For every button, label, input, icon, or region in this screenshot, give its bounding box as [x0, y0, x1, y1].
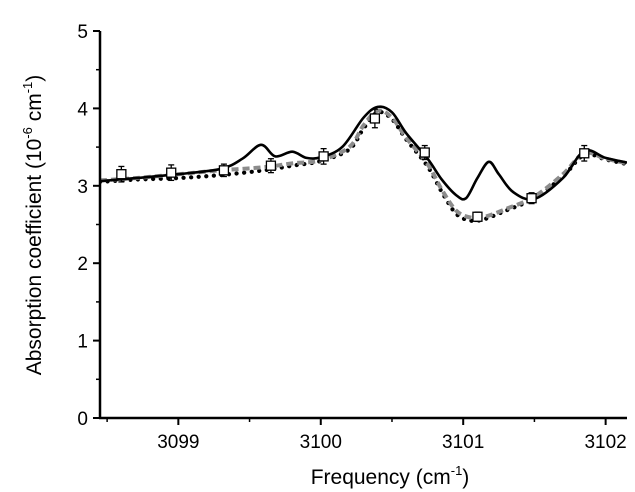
x-axis-title-sup: -1 [451, 463, 463, 478]
series-line-dashed [100, 108, 627, 221]
x-axis-title-main: Frequency (cm [311, 466, 451, 489]
x-tick-label: 3102 [584, 432, 626, 453]
x-axis-ticks: 3099 3100 3101 3102 [106, 418, 627, 453]
y-axis-title-main: Absorption coefficient (10 [23, 139, 46, 376]
data-marker [116, 169, 127, 180]
marker-group [116, 108, 590, 223]
y-tick-label: 2 [77, 254, 88, 275]
series-line-solid [100, 105, 627, 201]
data-marker [265, 160, 277, 171]
series-group [100, 105, 627, 224]
data-marker [579, 148, 590, 159]
data-marker [318, 151, 329, 162]
y-tick-label: 0 [77, 409, 88, 430]
data-marker [369, 113, 381, 124]
x-axis-title: Frequency (cm-1) [311, 463, 470, 489]
y-axis-title-mid: cm [23, 93, 46, 127]
y-axis-title-close: ) [23, 75, 46, 82]
y-tick-label: 5 [77, 22, 88, 43]
y-axis-title-sup2: -1 [20, 82, 35, 94]
data-marker [526, 193, 537, 204]
y-axis-title-sup1: -6 [20, 127, 35, 139]
x-axis-title-close: ) [462, 466, 469, 489]
data-marker [166, 167, 177, 178]
x-tick-label: 3100 [300, 432, 342, 453]
data-marker [419, 147, 430, 158]
x-tick-label: 3101 [442, 432, 484, 453]
y-tick-label: 3 [77, 177, 88, 198]
y-tick-label: 1 [77, 332, 88, 353]
x-tick-label: 3099 [157, 432, 199, 453]
y-axis-ticks: 0 1 2 3 4 5 [77, 22, 100, 430]
y-axis-title: Absorption coefficient (10-6 cm-1) [20, 75, 46, 376]
y-tick-label: 4 [77, 99, 88, 120]
data-marker [472, 211, 483, 222]
data-marker [218, 165, 230, 176]
plot-area [100, 105, 627, 224]
